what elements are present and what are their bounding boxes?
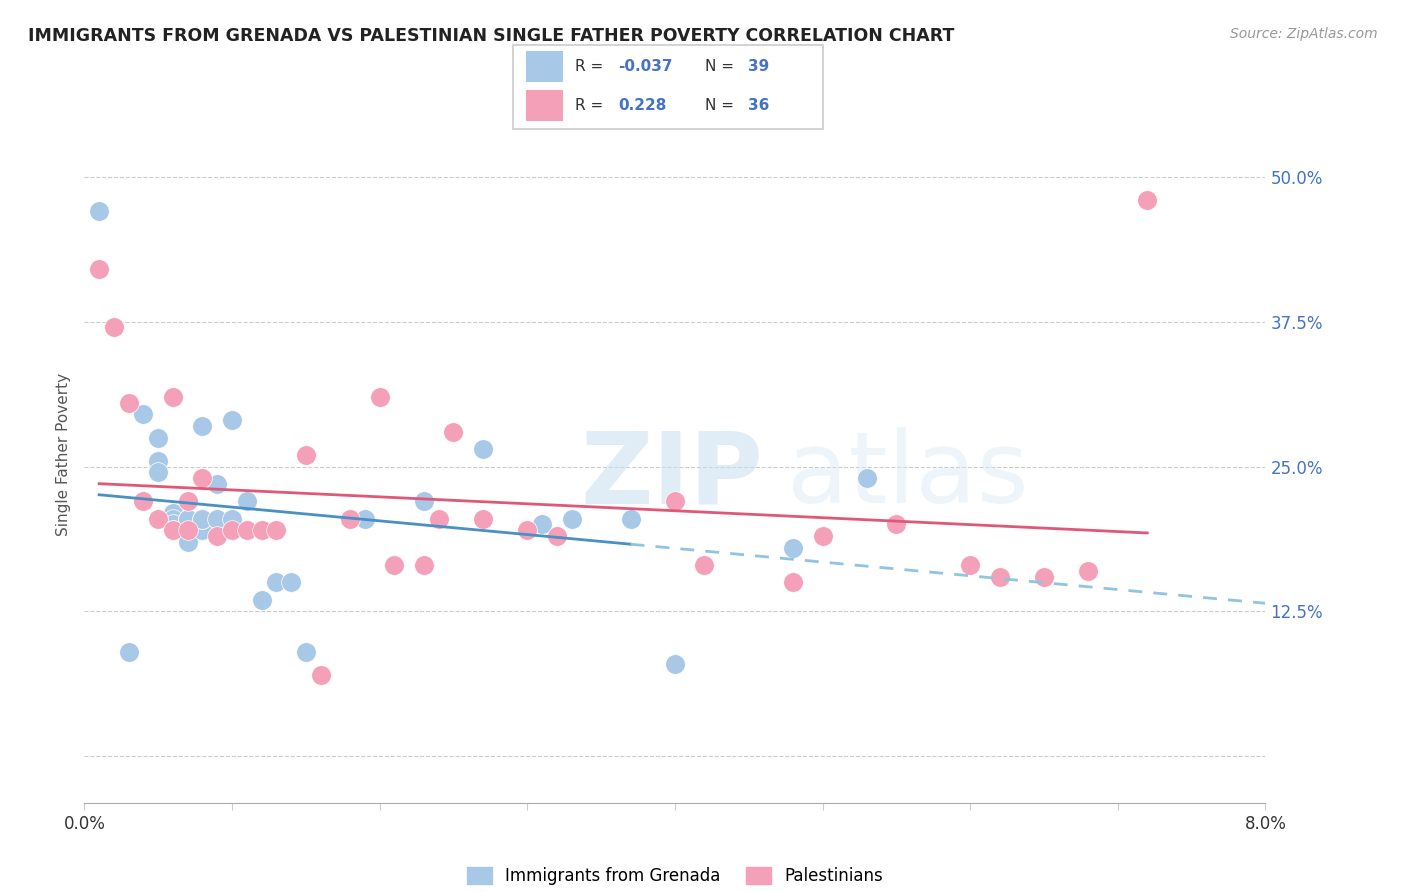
Point [205, 476, 228, 491]
Point [162, 517, 184, 532]
Point [236, 494, 259, 508]
Point [177, 523, 200, 537]
Point [546, 529, 568, 543]
Point [162, 523, 184, 537]
Point [236, 523, 259, 537]
Point [177, 534, 200, 549]
Point [811, 529, 834, 543]
Point [295, 645, 318, 659]
Point [693, 558, 716, 573]
Point [988, 570, 1011, 584]
Point [221, 413, 243, 427]
Point [264, 575, 288, 590]
Point [221, 512, 243, 526]
Point [221, 523, 243, 537]
Point [148, 466, 170, 480]
Point [148, 453, 170, 467]
Point [382, 558, 406, 573]
Point [280, 575, 302, 590]
FancyBboxPatch shape [526, 52, 562, 82]
Point [177, 512, 200, 526]
Point [309, 668, 332, 682]
Text: atlas: atlas [787, 427, 1029, 524]
FancyBboxPatch shape [526, 90, 562, 120]
Point [1032, 570, 1054, 584]
Point [132, 407, 155, 422]
Point [413, 494, 436, 508]
Point [89, 262, 111, 277]
Point [1136, 193, 1159, 207]
Text: ZIP: ZIP [581, 427, 763, 524]
Point [205, 512, 228, 526]
Legend: Immigrants from Grenada, Palestinians: Immigrants from Grenada, Palestinians [460, 861, 890, 892]
Point [531, 517, 554, 532]
Y-axis label: Single Father Poverty: Single Father Poverty [56, 374, 72, 536]
Point [118, 645, 141, 659]
Text: 39: 39 [748, 59, 769, 74]
Point [191, 512, 214, 526]
Point [1077, 564, 1099, 578]
Point [443, 425, 465, 439]
Point [148, 512, 170, 526]
Point [472, 512, 495, 526]
Point [162, 512, 184, 526]
Point [162, 506, 184, 520]
Point [664, 657, 686, 671]
Point [177, 512, 200, 526]
Point [368, 390, 391, 404]
Point [855, 471, 877, 485]
Point [516, 523, 538, 537]
Point [162, 523, 184, 537]
Text: -0.037: -0.037 [619, 59, 673, 74]
Point [191, 512, 214, 526]
Point [413, 558, 436, 573]
Text: 0.228: 0.228 [619, 98, 666, 112]
Text: IMMIGRANTS FROM GRENADA VS PALESTINIAN SINGLE FATHER POVERTY CORRELATION CHART: IMMIGRANTS FROM GRENADA VS PALESTINIAN S… [28, 27, 955, 45]
Point [339, 512, 361, 526]
Point [132, 494, 155, 508]
Text: Source: ZipAtlas.com: Source: ZipAtlas.com [1230, 27, 1378, 41]
Point [205, 529, 228, 543]
Point [250, 523, 273, 537]
Text: N =: N = [704, 98, 738, 112]
Point [664, 494, 686, 508]
Point [782, 541, 804, 555]
Point [250, 592, 273, 607]
Point [382, 558, 406, 573]
Point [118, 396, 141, 410]
Point [191, 471, 214, 485]
Text: 36: 36 [748, 98, 769, 112]
Point [427, 512, 450, 526]
Point [177, 523, 200, 537]
Point [886, 517, 908, 532]
Point [264, 523, 288, 537]
Point [89, 204, 111, 219]
Point [148, 431, 170, 445]
FancyBboxPatch shape [513, 45, 823, 129]
Text: R =: R = [575, 98, 613, 112]
Point [295, 448, 318, 462]
Point [782, 575, 804, 590]
Point [177, 494, 200, 508]
Point [472, 442, 495, 457]
Point [177, 512, 200, 526]
Text: N =: N = [704, 59, 738, 74]
Point [560, 512, 583, 526]
Point [354, 512, 377, 526]
Point [191, 419, 214, 434]
Text: R =: R = [575, 59, 609, 74]
Point [339, 512, 361, 526]
Point [162, 390, 184, 404]
Point [103, 320, 125, 334]
Point [191, 523, 214, 537]
Point [619, 512, 641, 526]
Point [959, 558, 981, 573]
